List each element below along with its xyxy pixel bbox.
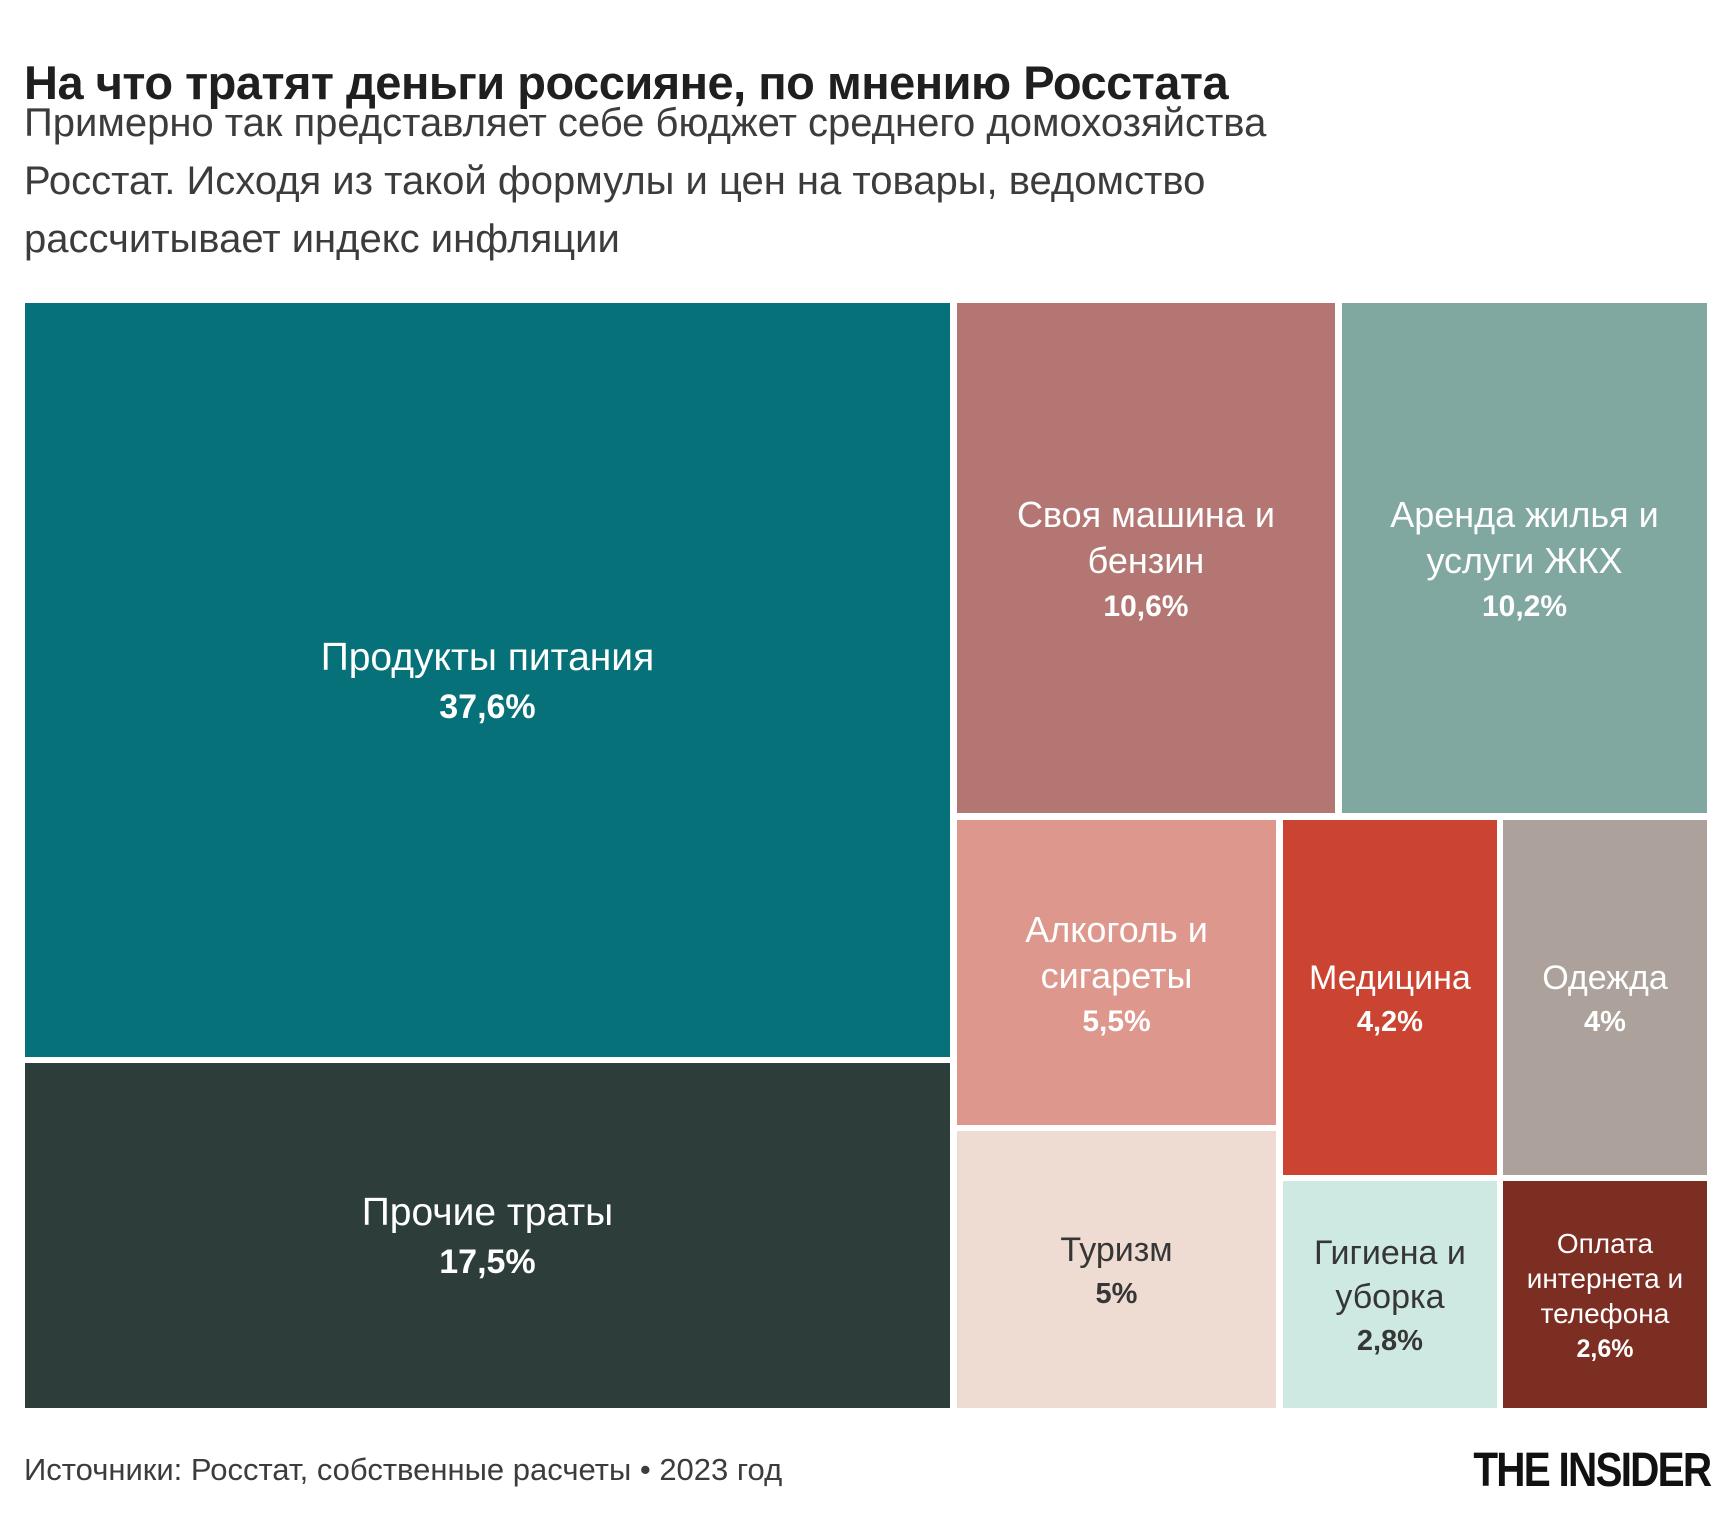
page-title: На что тратят деньги россияне, по мнению…	[24, 56, 1229, 110]
treemap-tile-clothes: Одежда 4%	[1502, 820, 1707, 1176]
tile-value: 4%	[1584, 1006, 1626, 1039]
subtitle-line-2: Росстат. Исходя из такой формулы и цен н…	[24, 159, 1206, 203]
treemap-chart: Продукты питания 37,6% Прочие траты 17,5% Св…	[25, 303, 1707, 1408]
tile-label: Гигиена и уборка	[1313, 1234, 1466, 1316]
tile-value: 2,8%	[1356, 1325, 1423, 1357]
page-subtitle: Примерно так представляет себе бюджет ср…	[24, 94, 1266, 268]
treemap-tile-internet: Оплата интернета и телефона 2,6%	[1502, 1181, 1707, 1408]
tile-value: 17,5%	[439, 1243, 536, 1281]
tile-label: Одежда	[1542, 959, 1668, 998]
tile-label: Своя машина и бензин	[1016, 493, 1275, 581]
tile-label: Аренда жилья и услуги ЖКХ	[1390, 493, 1659, 581]
tile-label: Алкоголь и сигареты	[1025, 908, 1208, 996]
treemap-tile-medicine: Медицина 4,2%	[1282, 820, 1497, 1176]
subtitle-line-1: Примерно так представляет себе бюджет ср…	[24, 101, 1267, 145]
tile-label: Туризм	[1060, 1230, 1173, 1269]
treemap-tile-other: Прочие траты 17,5%	[25, 1063, 950, 1408]
source-note: Источники: Росстат, собственные расчеты …	[24, 1452, 783, 1487]
tile-label: Продукты питания	[320, 635, 655, 679]
treemap-tile-alcohol: Алкоголь и сигареты 5,5%	[956, 820, 1277, 1125]
tile-value: 37,6%	[439, 687, 536, 726]
subtitle-line-3: рассчитывает индекс инфляции	[24, 217, 620, 261]
tile-value: 10,6%	[1103, 589, 1189, 623]
treemap-tile-car: Своя машина и бензин 10,6%	[956, 303, 1335, 813]
tile-value: 5%	[1095, 1277, 1138, 1310]
the-insider-logo: THE INSIDER	[1472, 1441, 1712, 1497]
tile-label: Оплата интернета и телефона	[1526, 1227, 1684, 1329]
tile-label: Прочие траты	[361, 1191, 614, 1234]
tile-value: 10,2%	[1481, 589, 1568, 623]
tile-label: Медицина	[1308, 959, 1471, 998]
treemap-tile-rent: Аренда жилья и услуги ЖКХ 10,2%	[1342, 303, 1707, 813]
treemap-tile-tourism: Туризм 5%	[956, 1130, 1277, 1408]
tile-value: 4,2%	[1356, 1006, 1423, 1039]
treemap-tile-hygiene: Гигиена и уборка 2,8%	[1282, 1181, 1497, 1408]
tile-value: 5,5%	[1082, 1004, 1151, 1038]
tile-value: 2,6%	[1576, 1334, 1634, 1363]
treemap-tile-food: Продукты питания 37,6%	[25, 303, 950, 1058]
